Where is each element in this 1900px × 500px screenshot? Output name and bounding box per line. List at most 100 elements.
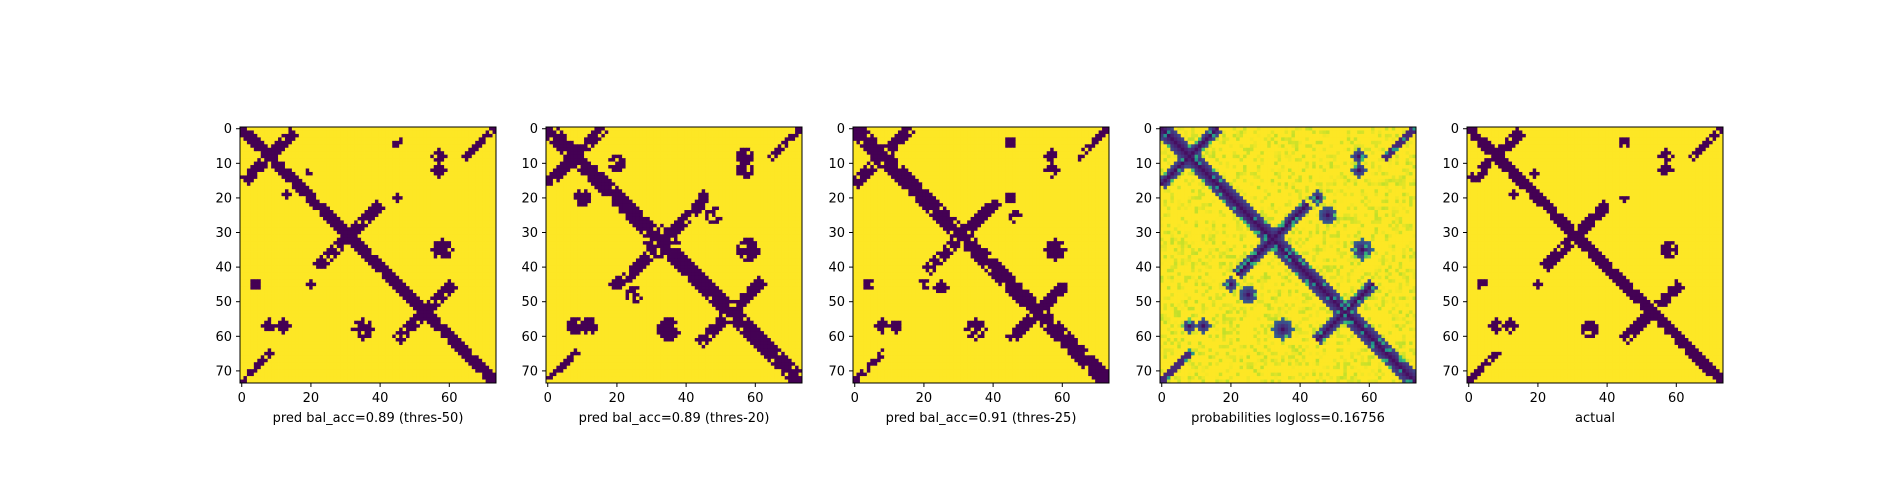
heatmap-cell bbox=[302, 335, 306, 339]
heatmap-cell bbox=[254, 241, 258, 245]
heatmap-cell bbox=[302, 262, 306, 266]
heatmap-cell bbox=[406, 348, 410, 352]
heatmap-cell bbox=[385, 283, 389, 287]
heatmap-cell bbox=[288, 213, 292, 217]
heatmap-cell bbox=[288, 155, 292, 159]
heatmap-cell bbox=[416, 213, 420, 217]
heatmap-cell bbox=[430, 158, 434, 162]
heatmap-cell bbox=[240, 297, 244, 301]
heatmap-cell bbox=[354, 303, 358, 307]
heatmap-cell bbox=[368, 307, 372, 311]
heatmap-cell bbox=[309, 265, 313, 269]
heatmap-cell bbox=[486, 352, 490, 356]
heatmap-cell bbox=[396, 335, 400, 339]
heatmap-cell bbox=[486, 130, 490, 134]
heatmap-cell bbox=[378, 169, 382, 173]
heatmap-cell bbox=[482, 286, 486, 290]
heatmap-cell bbox=[264, 279, 268, 283]
heatmap-cell bbox=[454, 355, 458, 359]
heatmap-cell bbox=[299, 338, 303, 342]
heatmap-cell bbox=[434, 169, 438, 173]
heatmap-cell bbox=[306, 279, 310, 283]
heatmap-cell bbox=[282, 207, 286, 211]
heatmap-cell bbox=[240, 172, 244, 176]
heatmap-cell bbox=[361, 169, 365, 173]
heatmap-cell bbox=[323, 155, 327, 159]
heatmap-cell bbox=[292, 269, 296, 273]
heatmap-cell bbox=[354, 300, 358, 304]
heatmap-cell bbox=[361, 148, 365, 152]
heatmap-cell bbox=[282, 338, 286, 342]
heatmap-cell bbox=[358, 276, 362, 280]
heatmap-cell bbox=[371, 286, 375, 290]
heatmap-cell bbox=[275, 165, 279, 169]
heatmap-cell bbox=[282, 307, 286, 311]
heatmap-cell bbox=[451, 279, 455, 283]
heatmap-cell bbox=[441, 310, 445, 314]
heatmap-cell bbox=[288, 193, 292, 197]
heatmap-cell bbox=[333, 245, 337, 249]
heatmap-cell bbox=[247, 193, 251, 197]
heatmap-cell bbox=[451, 345, 455, 349]
heatmap-cell bbox=[354, 189, 358, 193]
heatmap-cell bbox=[275, 238, 279, 242]
heatmap-cell bbox=[243, 293, 247, 297]
heatmap-cell bbox=[399, 290, 403, 294]
heatmap-cell bbox=[479, 220, 483, 224]
heatmap-cell bbox=[295, 252, 299, 256]
heatmap-cell bbox=[465, 303, 469, 307]
heatmap-cell bbox=[302, 258, 306, 262]
heatmap-cell bbox=[347, 241, 351, 245]
heatmap-cell bbox=[406, 151, 410, 155]
heatmap-cell bbox=[344, 255, 348, 259]
heatmap-cell bbox=[486, 262, 490, 266]
heatmap-cell bbox=[486, 269, 490, 273]
heatmap-cell bbox=[465, 321, 469, 325]
heatmap-cell bbox=[330, 172, 334, 176]
heatmap-cell bbox=[309, 297, 313, 301]
heatmap-cell bbox=[371, 155, 375, 159]
heatmap-cell bbox=[385, 314, 389, 318]
heatmap-cell bbox=[271, 345, 275, 349]
heatmap-cell bbox=[275, 265, 279, 269]
heatmap-cell bbox=[468, 303, 472, 307]
heatmap-cell bbox=[344, 314, 348, 318]
heatmap-cell bbox=[403, 341, 407, 345]
heatmap-cell bbox=[423, 272, 427, 276]
heatmap-cell bbox=[337, 231, 341, 235]
heatmap-cell bbox=[240, 314, 244, 318]
heatmap-cell bbox=[358, 130, 362, 134]
heatmap-cell bbox=[437, 162, 441, 166]
heatmap-cell bbox=[486, 158, 490, 162]
heatmap-cell bbox=[240, 196, 244, 200]
heatmap-cell bbox=[486, 141, 490, 145]
heatmap-cell bbox=[264, 165, 268, 169]
heatmap-cell bbox=[299, 324, 303, 328]
heatmap-cell bbox=[288, 144, 292, 148]
heatmap-cell bbox=[423, 293, 427, 297]
heatmap-cell bbox=[309, 196, 313, 200]
heatmap-cell bbox=[247, 148, 251, 152]
heatmap-cell bbox=[427, 234, 431, 238]
heatmap-cell bbox=[437, 127, 441, 131]
heatmap-cell bbox=[444, 279, 448, 283]
heatmap-cell bbox=[385, 144, 389, 148]
heatmap-cell bbox=[392, 158, 396, 162]
heatmap-cell bbox=[365, 345, 369, 349]
heatmap-cell bbox=[454, 328, 458, 332]
heatmap-cell bbox=[375, 303, 379, 307]
heatmap-cell bbox=[406, 248, 410, 252]
heatmap-cell bbox=[389, 175, 393, 179]
heatmap-cell bbox=[257, 265, 261, 269]
heatmap-cell bbox=[288, 338, 292, 342]
heatmap-cell bbox=[323, 217, 327, 221]
heatmap-cell bbox=[454, 241, 458, 245]
heatmap-cell bbox=[371, 220, 375, 224]
heatmap-cell bbox=[243, 276, 247, 280]
heatmap-cell bbox=[423, 210, 427, 214]
heatmap-cell bbox=[320, 134, 324, 138]
heatmap-cell bbox=[420, 248, 424, 252]
heatmap-cell bbox=[250, 172, 254, 176]
heatmap-cell bbox=[275, 148, 279, 152]
heatmap-cell bbox=[351, 238, 355, 242]
